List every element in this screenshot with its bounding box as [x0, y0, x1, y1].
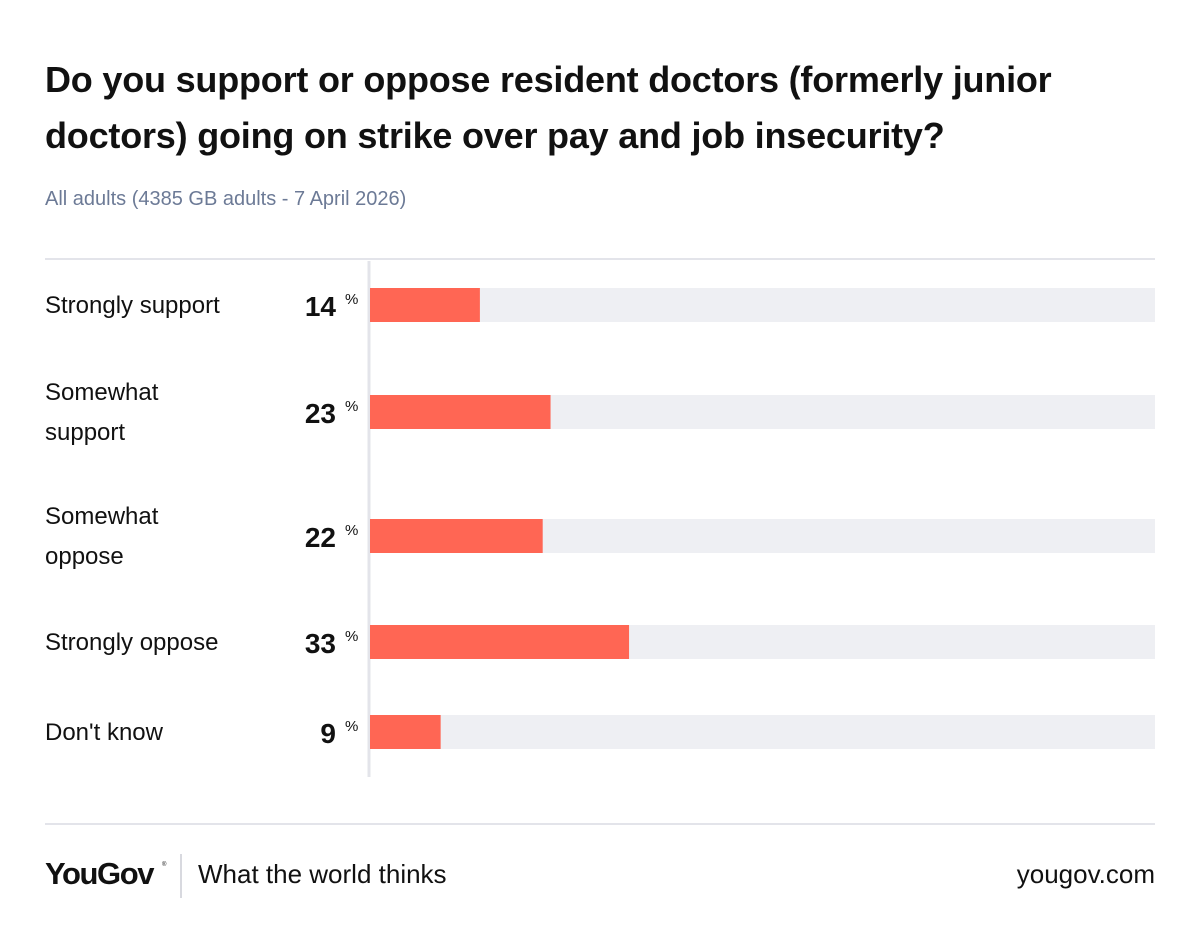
unit-label: %: [345, 522, 358, 539]
bar: [370, 519, 543, 553]
yougov-logo[interactable]: YouGov: [45, 856, 155, 891]
bar: [370, 625, 630, 659]
value-label: 22: [305, 522, 336, 553]
chart-subtitle: All adults (4385 GB adults - 7 April 202…: [45, 188, 407, 210]
top-divider: [45, 258, 1155, 260]
value-label: 33: [305, 628, 336, 659]
footer-site-link[interactable]: yougov.com: [1016, 859, 1155, 889]
footer-divider: [180, 854, 182, 898]
value-label: 23: [305, 398, 336, 429]
bar-track: [370, 288, 1155, 322]
category-label: Strongly support: [45, 292, 220, 319]
bar-track: [370, 715, 1155, 749]
bar: [370, 288, 480, 322]
bar: [370, 715, 441, 749]
category-label: Somewhat support: [45, 379, 159, 446]
category-label: Somewhat oppose: [45, 503, 159, 570]
footer: YouGov ® What the world thinks yougov.co…: [45, 850, 1155, 900]
category-label: Don't know: [45, 719, 164, 746]
registered-mark: ®: [162, 862, 167, 868]
bar: [370, 395, 551, 429]
footer-tagline: What the world thinks: [198, 859, 447, 889]
unit-label: %: [345, 291, 358, 308]
value-label: 9: [320, 718, 336, 749]
unit-label: %: [345, 718, 358, 735]
chart-title: Do you support or oppose resident doctor…: [45, 59, 1052, 156]
unit-label: %: [345, 398, 358, 415]
unit-label: %: [345, 628, 358, 645]
category-label: Strongly oppose: [45, 629, 218, 656]
bottom-divider: [45, 823, 1155, 825]
value-label: 14: [305, 291, 337, 322]
